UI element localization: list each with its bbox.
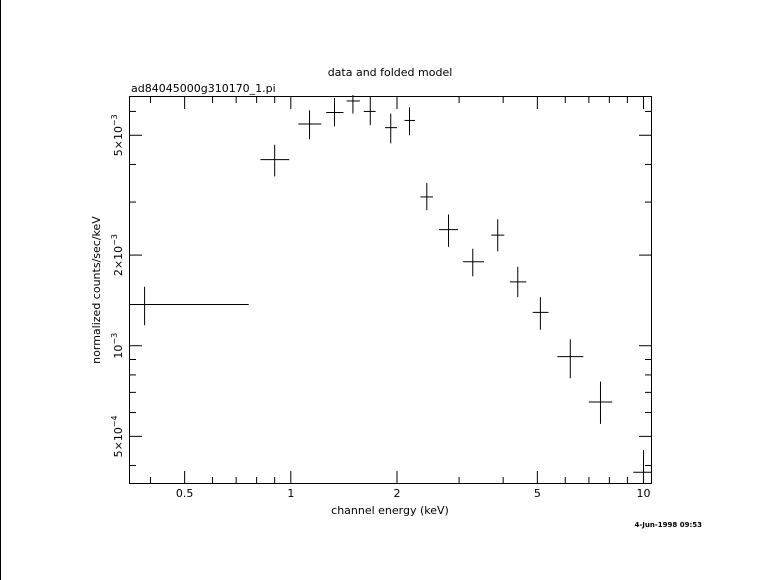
data-point	[363, 97, 376, 126]
data-point	[298, 110, 322, 140]
x-tick-label: 1	[287, 487, 294, 500]
data-point	[491, 219, 505, 252]
data-point	[130, 286, 249, 326]
data-point	[438, 214, 459, 247]
y-tick-labels: 5×10−4 10−3 2×10−3 5×10−3	[110, 114, 125, 457]
data-points	[130, 95, 651, 483]
y-tick-label: 2×10−3	[110, 234, 125, 276]
plot-frame	[129, 96, 652, 484]
data-point	[463, 248, 485, 277]
data-point	[404, 107, 416, 136]
x-tick-labels: 0.5 1 2 5 10	[176, 487, 651, 500]
y-tick-label: 5×10−4	[110, 415, 125, 457]
data-point	[557, 339, 584, 379]
data-point	[420, 183, 433, 211]
chart-title: data and folded model	[328, 66, 453, 79]
y-major-ticks	[130, 134, 651, 437]
data-point	[260, 144, 290, 177]
y-tick-label: 5×10−3	[110, 114, 125, 156]
chart-subtitle: ad84045000g310170_1.pi	[131, 82, 276, 95]
data-point	[346, 95, 360, 114]
data-point	[509, 266, 527, 298]
x-minor-ticks	[149, 97, 628, 483]
data-point	[588, 381, 613, 424]
x-axis-label: channel energy (keV)	[331, 504, 449, 517]
data-point	[633, 450, 651, 483]
y-axis-label: normalized counts/sec/keV	[90, 216, 103, 364]
timestamp: 4-Jun-1998 09:53	[635, 521, 703, 529]
x-tick-label: 0.5	[176, 487, 194, 500]
x-tick-label: 5	[534, 487, 541, 500]
y-tick-label: 10−3	[110, 333, 125, 359]
data-point	[326, 97, 344, 127]
x-tick-label: 10	[637, 487, 651, 500]
data-point	[385, 113, 397, 144]
y-minor-ticks	[130, 110, 651, 467]
x-tick-label: 2	[393, 487, 400, 500]
data-point	[532, 297, 549, 330]
